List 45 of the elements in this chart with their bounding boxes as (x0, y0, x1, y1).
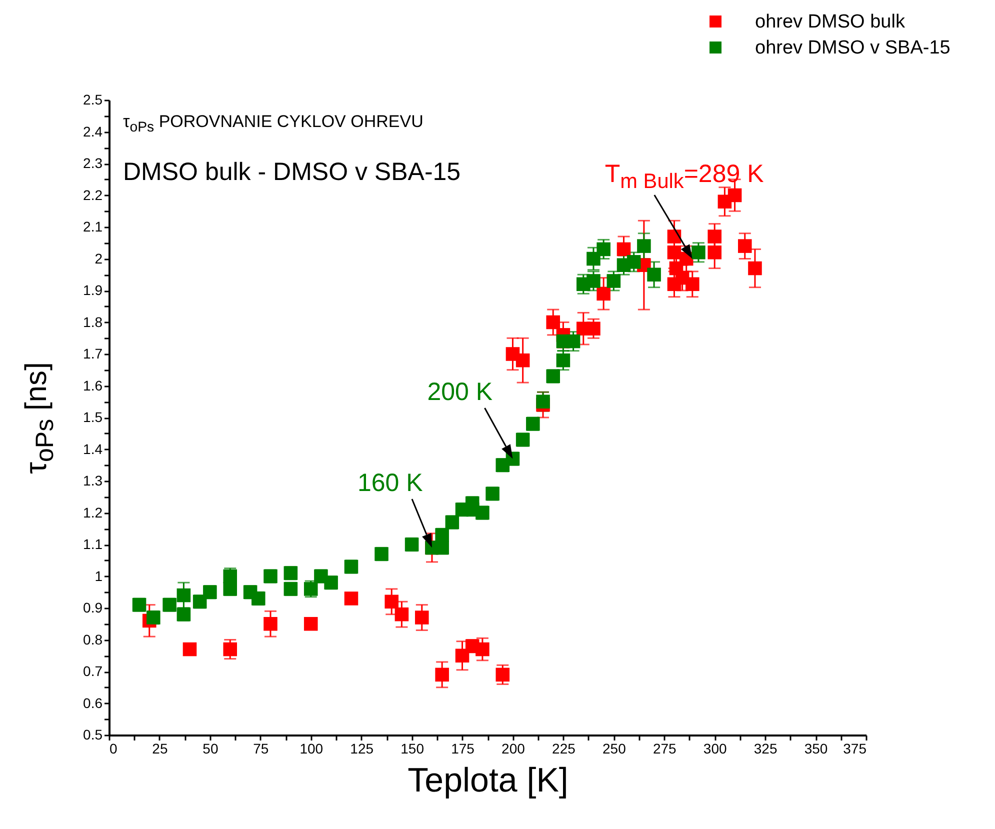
x-tick-label: 325 (754, 740, 778, 756)
y-tick-label: 2.1 (83, 218, 103, 234)
x-axis-title: Teplota [K] (408, 762, 568, 800)
y-tick-label: 1 (94, 568, 103, 584)
y-tick-label: 2 (94, 250, 103, 266)
text: DMSO bulk - DMSO v SBA-15 (123, 158, 461, 187)
y-tick-label: 2.3 (83, 155, 103, 171)
y-tick-label: 0.5 (83, 726, 103, 742)
x-tick-label: 125 (350, 740, 374, 756)
annotation: 200 K (427, 378, 493, 408)
x-tick-label: 300 (703, 740, 727, 756)
legend-label: ohrev DMSO bulk (755, 12, 906, 32)
x-tick-label: 0 (110, 740, 118, 756)
y-tick-label: 1.4 (83, 440, 103, 457)
y-tick-label: 2.4 (83, 123, 103, 140)
y-tick-label: 2.5 (83, 92, 103, 108)
x-tick-label: 200 (502, 740, 526, 756)
y-tick-label: 0.8 (83, 631, 103, 648)
y-tick-label: 1.7 (83, 346, 103, 362)
y-tick-label: 1.1 (83, 536, 103, 552)
x-tick-label: 25 (152, 740, 168, 756)
x-tick-label: 175 (451, 740, 475, 756)
x-tick-label: 50 (202, 740, 218, 756)
y-tick-label: 1.5 (83, 409, 103, 425)
annotation: T$_{m Bulk}$=289 K (604, 160, 764, 194)
y-tick-label: 1.9 (83, 282, 103, 298)
x-tick-label: 250 (602, 740, 626, 756)
text: τ$_{oPs}$ POROVNANIE CYKLOV OHREVU (123, 112, 424, 136)
y-tick-label: 1.3 (83, 472, 103, 488)
y-tick-label: 1.8 (83, 314, 103, 330)
y-tick-label: 1.6 (83, 377, 103, 394)
y-tick-label: 0.7 (83, 663, 103, 679)
y-tick-label: 2.2 (83, 186, 103, 203)
x-tick-label: 75 (253, 740, 269, 756)
legend-label: ohrev DMSO v SBA-15 (755, 38, 950, 58)
x-tick-label: 275 (652, 740, 677, 756)
y-tick-label: 0.6 (83, 694, 103, 711)
x-tick-label: 375 (843, 740, 867, 756)
y-tick-label: 0.9 (83, 600, 103, 616)
x-tick-label: 150 (400, 740, 424, 756)
x-tick-label: 225 (552, 740, 576, 756)
x-tick-label: 350 (804, 740, 828, 756)
y-tick-label: 1.2 (83, 504, 103, 520)
annotation: 160 K (357, 469, 423, 498)
x-tick-label: 100 (300, 740, 324, 756)
